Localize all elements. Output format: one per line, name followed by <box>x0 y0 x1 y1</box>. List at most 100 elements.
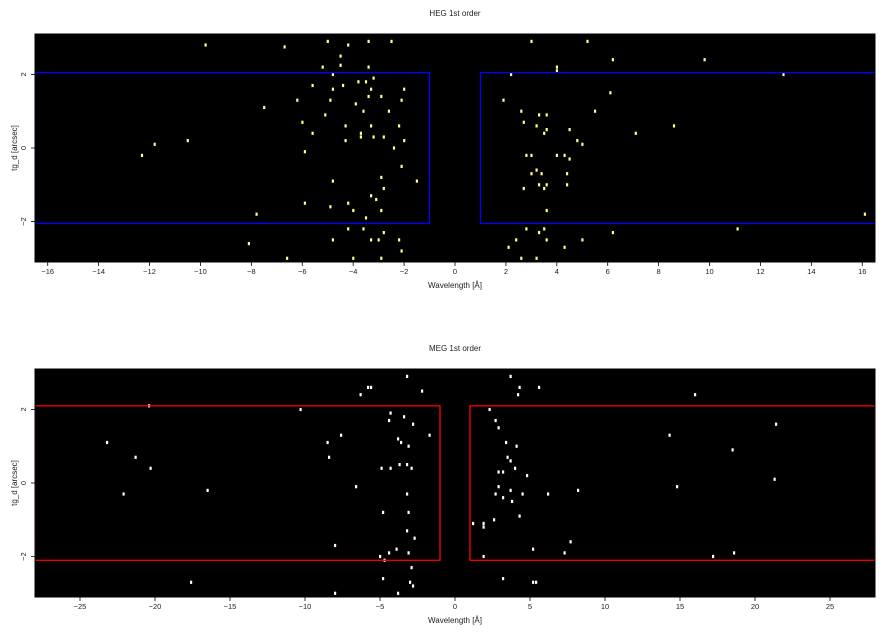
panel-2-x-tick-label: 25 <box>826 602 834 611</box>
panel-1-event-point <box>344 124 347 128</box>
panel-2-event-point <box>380 466 383 470</box>
panel-2-event-point <box>773 477 776 481</box>
panel-1-event-point <box>545 208 548 213</box>
panel-1-event-point <box>390 39 393 43</box>
panel-2-event-point <box>334 543 337 548</box>
panel-2-event-point <box>370 385 373 389</box>
panel-2-event-point <box>299 407 302 412</box>
panel-2-event-point <box>388 551 391 555</box>
panel-1-event-point <box>375 197 378 202</box>
panel-2-event-point <box>482 525 485 529</box>
panel-1-event-point <box>568 157 571 161</box>
panel-1-event-point <box>303 150 306 154</box>
panel-1-event-point <box>543 186 546 191</box>
panel-1-event-point <box>502 98 505 102</box>
panel-1-event-point <box>586 39 589 43</box>
panel-1-event-point <box>782 72 785 77</box>
panel-1-event-point <box>367 65 370 69</box>
panel-1-event-point <box>392 146 396 150</box>
panel-2-x-axis-label: Wavelength [Å] <box>428 616 482 625</box>
panel-1-event-point <box>352 256 355 260</box>
panel-1-event-point <box>380 256 383 260</box>
panel-1-event-point <box>372 135 375 139</box>
panel-1-event-point <box>140 153 144 157</box>
panel-1-event-point <box>347 43 350 47</box>
panel-1-x-tick-label: −10 <box>194 267 207 276</box>
panel-1-event-point <box>538 231 541 235</box>
panel-1-event-point <box>520 256 523 260</box>
panel-1-event-point <box>525 227 528 231</box>
panel-1-event-point <box>153 142 156 146</box>
panel-1-event-point <box>545 128 548 132</box>
panel-1-event-point <box>563 153 566 157</box>
panel-2-event-point <box>326 440 329 445</box>
panel-1-event-point <box>545 113 548 117</box>
panel-2-event-point <box>526 474 529 478</box>
panel-1-event-point <box>347 227 350 231</box>
panel-2-event-point <box>517 393 520 397</box>
panel-2-event-point <box>563 551 566 555</box>
panel-1-event-point <box>247 242 250 246</box>
panel-2-event-point <box>407 510 410 514</box>
panel-1-event-point <box>400 249 403 253</box>
panel-2-event-point <box>359 393 362 397</box>
panel-1-event-point <box>555 153 558 157</box>
panel-2-event-point <box>482 554 485 559</box>
panel-1-event-point <box>382 231 385 235</box>
panel-2-event-point <box>511 499 514 503</box>
panel-1-event-point <box>380 94 383 99</box>
panel-2-event-point <box>421 389 424 393</box>
panel-2-event-point <box>382 577 385 581</box>
panel-2-event-point <box>382 510 385 514</box>
panel-1-event-point <box>522 186 525 191</box>
panel-2-event-point <box>497 426 500 430</box>
panel-1-y-tick-label: −2 <box>19 217 28 226</box>
panel-1-event-point <box>370 238 373 242</box>
panel-1-event-point <box>736 227 739 231</box>
panel-2-event-point <box>532 580 535 584</box>
panel-1-event-point <box>525 153 528 157</box>
panel-1-event-point <box>359 131 362 135</box>
panel-2-event-point <box>497 470 500 474</box>
panel-2-x-tick-label: −20 <box>149 602 162 611</box>
panel-2-event-point <box>712 554 715 559</box>
panel-2-event-point <box>412 584 415 588</box>
panel-2-event-point <box>403 415 406 419</box>
panel-1-event-point <box>540 172 543 176</box>
panel-2-x-tick-label: −10 <box>299 602 312 611</box>
panel-2-event-point <box>532 547 535 551</box>
panel-1-event-point <box>301 120 304 124</box>
panel-1-extraction-region-minus <box>35 71 431 225</box>
panel-1-event-point <box>370 124 373 128</box>
panel-1-event-point <box>568 128 571 132</box>
panel-2-event-point <box>206 488 209 492</box>
panel-2-event-point <box>668 433 671 437</box>
panel-1-event-point <box>364 216 368 220</box>
panel-1-event-point <box>263 105 266 110</box>
panel-1-event-point <box>566 183 569 187</box>
panel-1-event-point <box>415 179 418 183</box>
panel-1-event-point <box>581 142 584 146</box>
panel-2-event-point <box>502 577 505 581</box>
panel-1-event-point <box>545 238 548 242</box>
panel-1-event-point <box>522 120 525 124</box>
panel-1-event-point <box>331 72 334 77</box>
panel-1-event-point <box>555 65 558 69</box>
panel-2-event-point <box>494 492 497 496</box>
panel-2-event-point <box>428 433 431 437</box>
panel-2-event-point <box>733 551 736 555</box>
panel-2-event-point <box>488 407 491 412</box>
panel-1-event-point <box>398 238 401 242</box>
panel-1-event-point <box>507 245 510 249</box>
panel-1-event-point <box>255 212 258 216</box>
panel-1-event-point <box>543 227 546 231</box>
panel-1-x-tick-label: 6 <box>606 267 610 276</box>
panel-2-event-point <box>149 466 152 470</box>
panel-1-x-axis-label: Wavelength [Å] <box>428 281 482 290</box>
panel-1-event-point <box>359 135 362 139</box>
panel-2-event-point <box>106 440 109 445</box>
panel-1-event-point <box>382 186 385 191</box>
panel-2-event-point <box>509 488 512 492</box>
panel-1-event-point <box>400 98 403 102</box>
panel-2-event-point <box>407 551 410 555</box>
